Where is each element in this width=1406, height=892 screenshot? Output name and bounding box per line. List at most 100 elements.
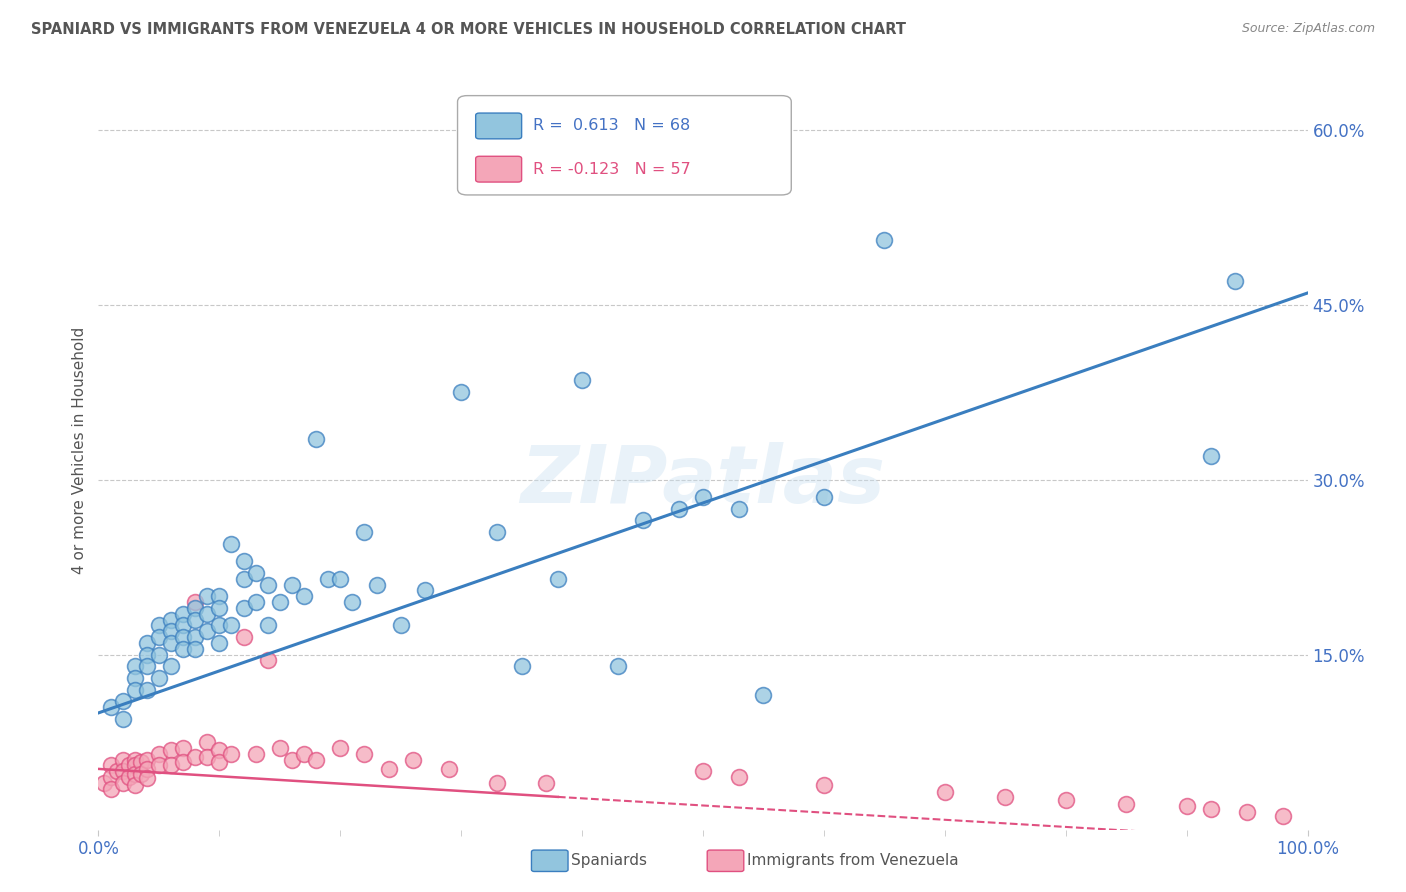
Point xyxy=(111,694,134,708)
Point xyxy=(160,636,183,650)
Point xyxy=(232,554,254,568)
FancyBboxPatch shape xyxy=(475,156,522,182)
Point xyxy=(1223,274,1246,288)
Point xyxy=(184,613,207,627)
Point xyxy=(305,432,328,446)
Point xyxy=(232,630,254,644)
Point xyxy=(135,771,157,785)
Point xyxy=(195,735,218,749)
Point xyxy=(692,490,714,504)
Point xyxy=(366,577,388,591)
Point xyxy=(752,689,775,703)
Point xyxy=(135,762,157,776)
Point xyxy=(256,577,278,591)
Point xyxy=(148,630,170,644)
Point xyxy=(172,618,194,632)
Point xyxy=(813,778,835,792)
Point xyxy=(195,589,218,603)
Point xyxy=(208,636,231,650)
Point xyxy=(160,743,183,757)
Point xyxy=(100,758,122,772)
Point xyxy=(184,750,207,764)
Point xyxy=(232,601,254,615)
Point xyxy=(402,753,425,767)
Text: SPANIARD VS IMMIGRANTS FROM VENEZUELA 4 OR MORE VEHICLES IN HOUSEHOLD CORRELATIO: SPANIARD VS IMMIGRANTS FROM VENEZUELA 4 … xyxy=(31,22,905,37)
Point xyxy=(135,648,157,662)
Point xyxy=(329,740,352,755)
Point xyxy=(208,755,231,769)
Point xyxy=(1236,805,1258,819)
Point xyxy=(208,589,231,603)
Point xyxy=(1054,793,1077,807)
Point xyxy=(232,572,254,586)
Point xyxy=(813,490,835,504)
Point xyxy=(148,648,170,662)
Point xyxy=(148,618,170,632)
Point xyxy=(124,682,146,697)
Point xyxy=(668,501,690,516)
Point xyxy=(172,740,194,755)
Point xyxy=(534,776,557,790)
Point xyxy=(184,595,207,609)
Point xyxy=(728,770,751,784)
Point xyxy=(1199,450,1222,464)
Point xyxy=(135,682,157,697)
Point xyxy=(305,753,328,767)
Point xyxy=(510,659,533,673)
Point xyxy=(208,618,231,632)
Point xyxy=(256,618,278,632)
Point xyxy=(135,659,157,673)
Point xyxy=(221,747,243,761)
Point xyxy=(316,572,339,586)
Point xyxy=(172,755,194,769)
Point xyxy=(111,776,134,790)
Point xyxy=(269,595,291,609)
Point xyxy=(195,624,218,639)
Point xyxy=(100,770,122,784)
Point xyxy=(172,607,194,621)
Point xyxy=(221,618,243,632)
Point xyxy=(118,770,141,784)
Point xyxy=(292,747,315,761)
Point xyxy=(934,785,956,799)
Point xyxy=(281,753,304,767)
Point xyxy=(342,595,364,609)
Point xyxy=(118,758,141,772)
Point xyxy=(160,758,183,772)
Point xyxy=(571,374,593,388)
Point xyxy=(124,766,146,780)
Point xyxy=(124,671,146,685)
Text: R = -0.123   N = 57: R = -0.123 N = 57 xyxy=(533,161,690,177)
Point xyxy=(329,572,352,586)
FancyBboxPatch shape xyxy=(457,95,792,195)
Point xyxy=(100,781,122,796)
FancyBboxPatch shape xyxy=(475,113,522,139)
Point xyxy=(377,762,399,776)
Point xyxy=(135,636,157,650)
Point xyxy=(124,778,146,792)
Point xyxy=(994,789,1017,804)
Point xyxy=(631,513,654,527)
Point xyxy=(172,641,194,656)
Point xyxy=(184,601,207,615)
Point xyxy=(148,758,170,772)
Point xyxy=(160,659,183,673)
Point xyxy=(105,764,128,779)
Point xyxy=(353,747,375,761)
Point xyxy=(124,753,146,767)
Point xyxy=(607,659,630,673)
Point xyxy=(100,700,122,714)
Point xyxy=(111,753,134,767)
Point xyxy=(160,613,183,627)
Y-axis label: 4 or more Vehicles in Household: 4 or more Vehicles in Household xyxy=(72,326,87,574)
Point xyxy=(135,753,157,767)
Point xyxy=(353,525,375,540)
Point xyxy=(256,653,278,667)
Point xyxy=(111,712,134,726)
Point xyxy=(129,755,152,769)
Point xyxy=(124,758,146,772)
Point xyxy=(208,601,231,615)
Point xyxy=(245,566,267,580)
Point xyxy=(148,671,170,685)
Point xyxy=(281,577,304,591)
